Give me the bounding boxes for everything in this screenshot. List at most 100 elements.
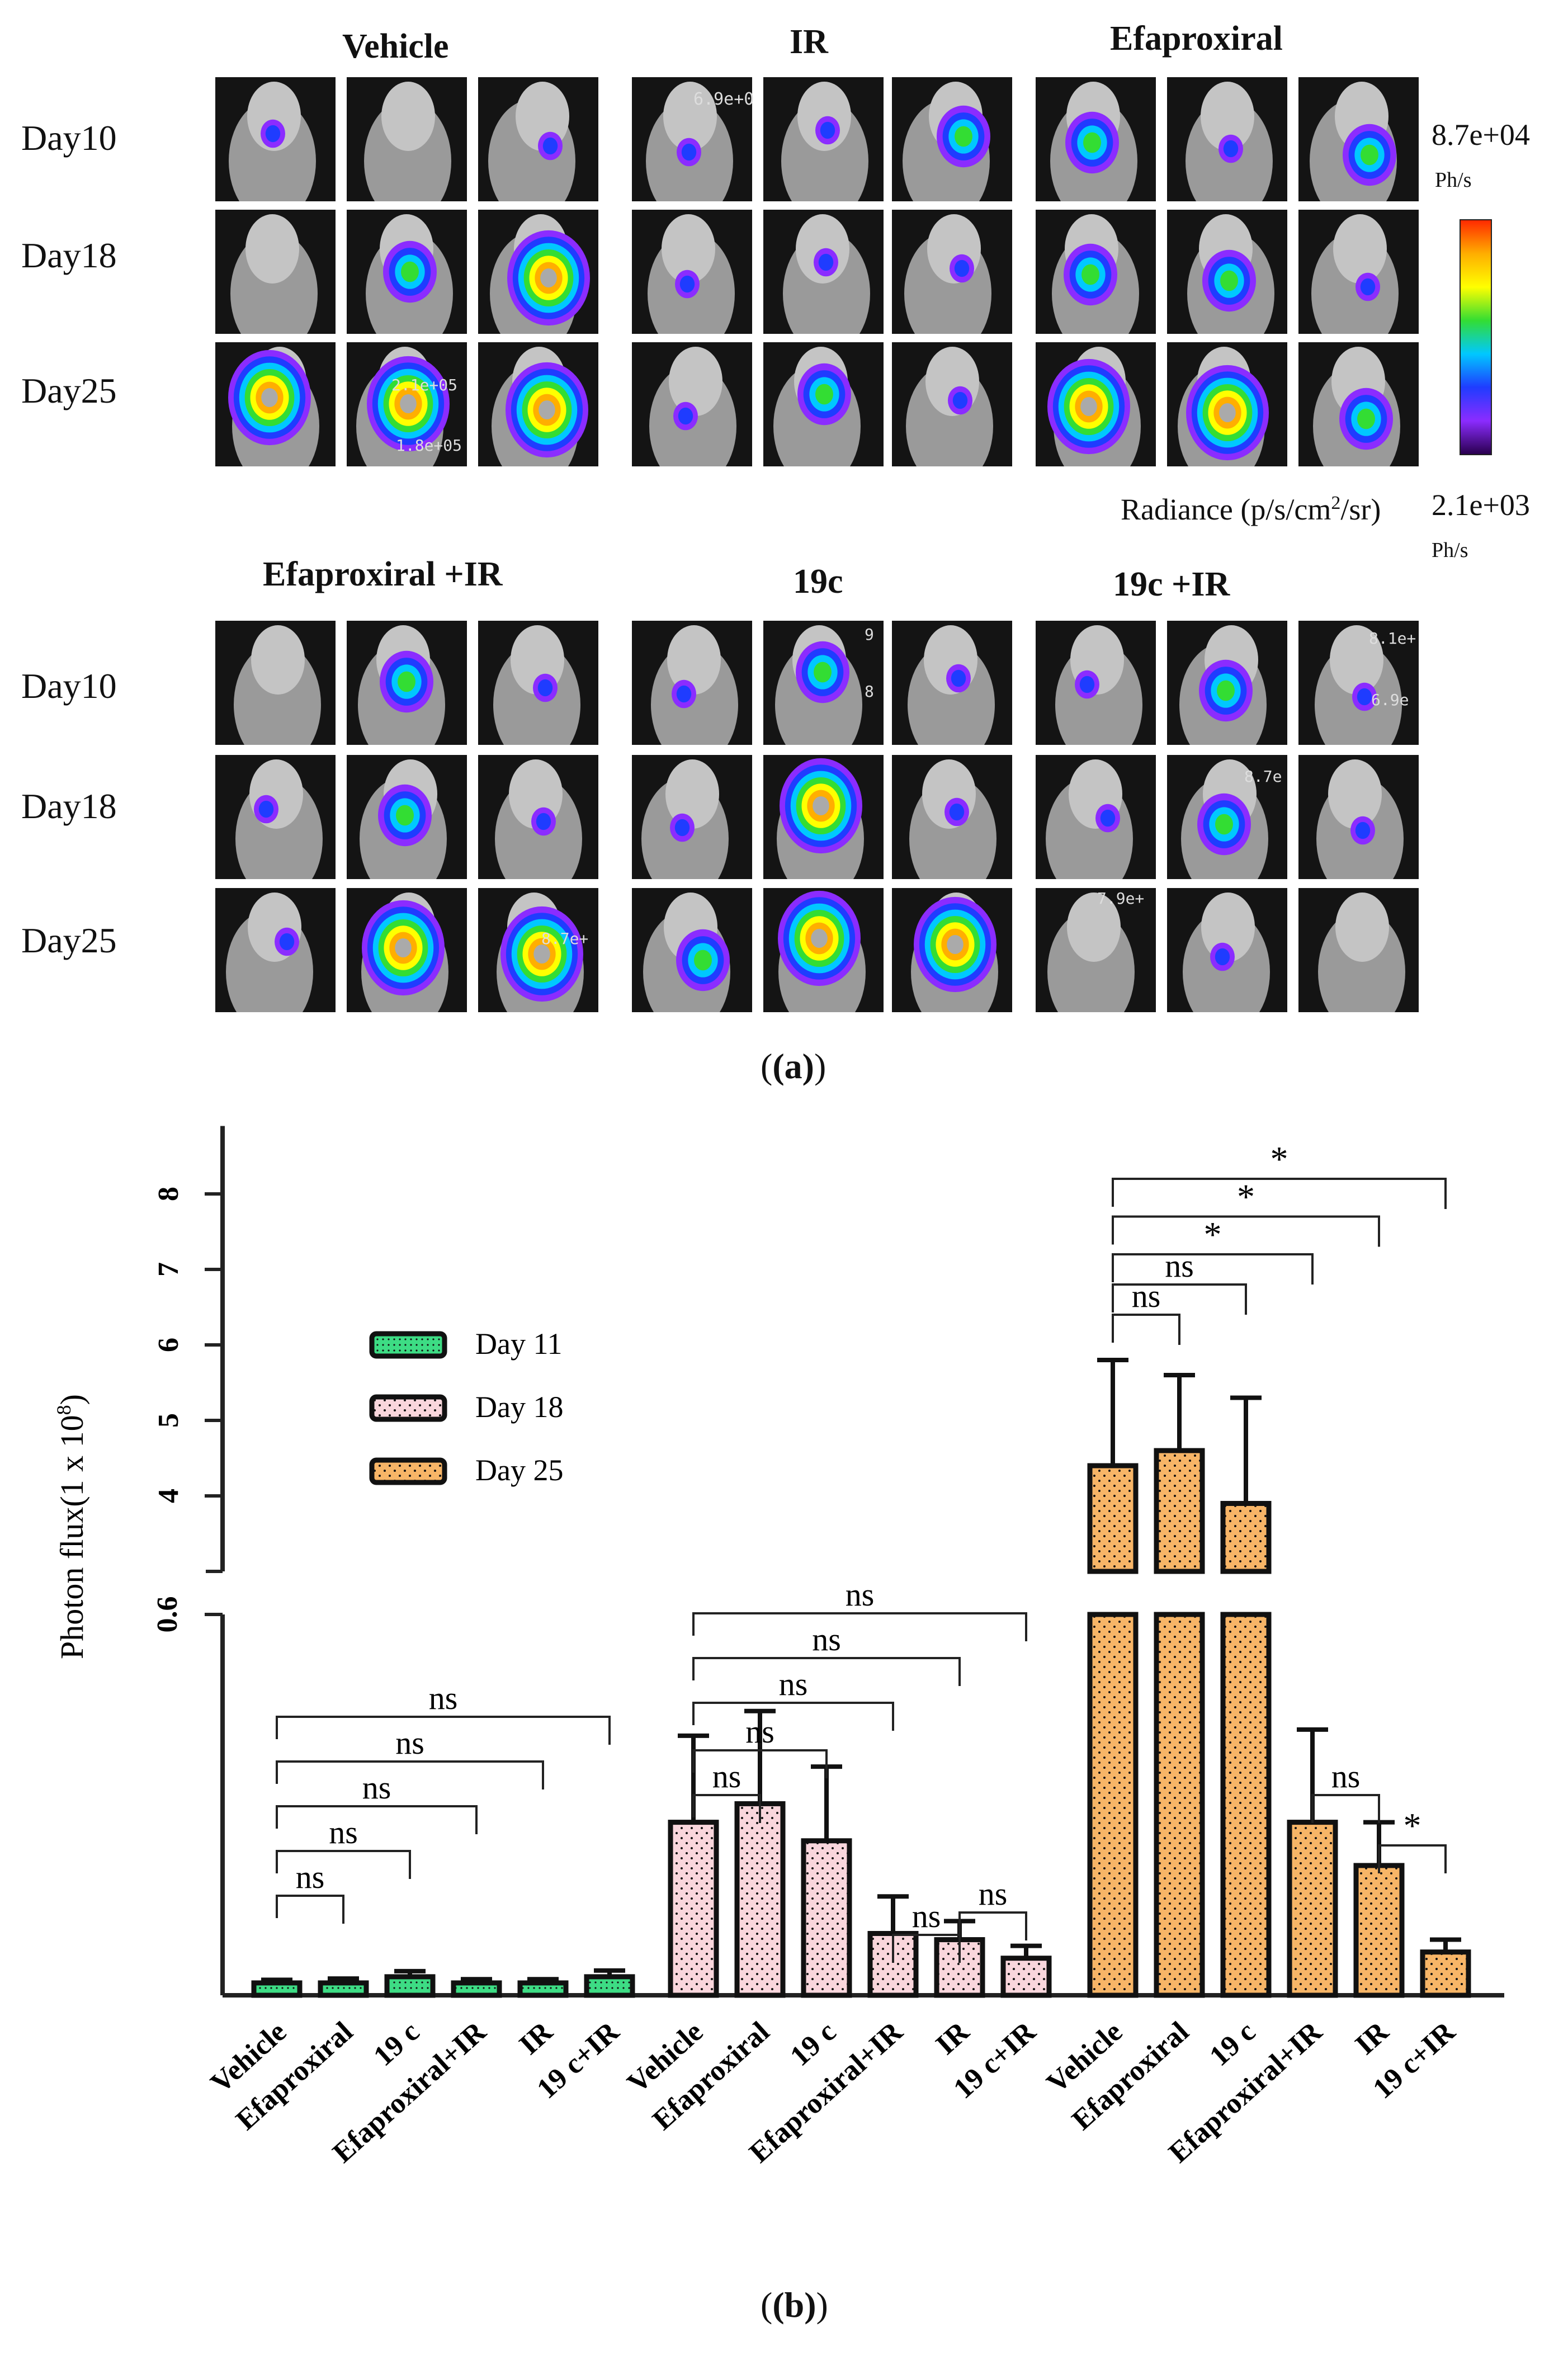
mouse-image-tile (763, 77, 884, 201)
significance-bracket (692, 1749, 828, 1778)
mouse-image-tile (1167, 888, 1287, 1012)
bioluminescence-signal (400, 394, 417, 414)
significance-label: ns (296, 1859, 325, 1895)
bioluminescence-signal (1217, 680, 1235, 701)
legend-label: Day 25 (475, 1453, 563, 1487)
bioluminescence-signal (1223, 140, 1239, 158)
bar (1220, 1612, 1272, 1998)
significance-bracket (276, 1805, 478, 1834)
mouse-image-tile (215, 210, 336, 334)
bioluminescence-signal (1219, 403, 1236, 423)
legend-label: Day 11 (475, 1327, 562, 1361)
tile-text-5: 8 (865, 682, 874, 701)
bioluminescence-signal (694, 950, 712, 971)
mouse-image-tile (215, 77, 336, 201)
colorbar-min-unit: Ph/s (1432, 539, 1468, 562)
significance-bracket (1112, 1253, 1314, 1285)
colorbar-title: Radiance (p/s/cm2/sr) (1121, 493, 1381, 526)
mouse-image-tile (347, 755, 467, 879)
bioluminescence-signal (1079, 676, 1095, 693)
bioluminescence-signal (811, 928, 828, 948)
bioluminescence-signal (949, 803, 965, 821)
mouse-head (1201, 82, 1254, 151)
mouse-head (1330, 625, 1383, 695)
mouse-image-tile (1036, 210, 1156, 334)
significance-label: * (1404, 1806, 1421, 1845)
mouse-image-tile (763, 342, 884, 466)
significance-bracket (1112, 1283, 1247, 1315)
colorbar-min-value: 2.1e+03 (1432, 488, 1530, 522)
mouse-head (1328, 759, 1382, 829)
significance-bracket (276, 1760, 544, 1789)
significance-bracket (1112, 1178, 1447, 1209)
bioluminescence-signal (396, 805, 414, 826)
mouse-image-tile (1167, 77, 1287, 201)
bioluminescence-signal (952, 391, 968, 409)
significance-label: ns (812, 1621, 841, 1658)
mouse-head (381, 82, 435, 151)
significance-bracket (692, 1612, 1027, 1641)
bar (1287, 1820, 1338, 1998)
bioluminescence-signal (539, 400, 555, 420)
mouse-image-tile (1036, 342, 1156, 466)
significance-bracket (1112, 1314, 1180, 1345)
mouse-image-tile (347, 621, 467, 745)
group-title-vehicle: Vehicle (342, 27, 449, 65)
significance-label: ns (1331, 1758, 1361, 1795)
bioluminescence-signal (681, 143, 697, 161)
colorbar-max-unit: Ph/s (1435, 168, 1472, 192)
mouse-image-tile (892, 342, 1012, 466)
mouse-head (1067, 893, 1121, 962)
mouse-image-tile (1298, 342, 1419, 466)
bar-upper-segment (1154, 1448, 1205, 1574)
bioluminescence-signal (401, 261, 419, 282)
significance-label: ns (1132, 1278, 1161, 1314)
bioluminescence-signal (261, 388, 278, 408)
significance-label: ns (329, 1814, 358, 1850)
mouse-image-tile (632, 210, 752, 334)
bioluminescence-signal (1083, 132, 1101, 153)
y-tick-label-upper: 8 (153, 1187, 185, 1201)
x-tick-label: IR (513, 2015, 559, 2061)
bar (1353, 1863, 1405, 1998)
bioluminescence-signal (1081, 264, 1099, 285)
mouse-head (1201, 893, 1255, 962)
mouse-image-tile (1167, 342, 1287, 466)
significance-bracket (958, 1911, 1027, 1940)
mouse-image-tile (1298, 755, 1419, 879)
bar (1420, 1949, 1471, 1998)
mouse-image-tile (347, 888, 467, 1012)
significance-label: ns (912, 1898, 941, 1934)
day-label-18-top: Day18 (21, 235, 117, 275)
significance-bracket (692, 1657, 961, 1686)
bioluminescence-signal (678, 407, 693, 425)
mouse-image-tile (1036, 621, 1156, 745)
group-title-efaproxiral: Efaproxiral (1110, 20, 1283, 58)
mouse-image-tile (632, 621, 752, 745)
mouse-head (663, 82, 717, 151)
mouse-head (662, 214, 715, 284)
legend-swatch (369, 1331, 447, 1359)
mouse-image-tile (478, 77, 598, 201)
bioluminescence-signal (1100, 809, 1116, 827)
bioluminescence-signal (542, 137, 558, 155)
significance-bracket (1112, 1215, 1380, 1247)
tile-text-8: 8.7e (1244, 767, 1282, 786)
mouse-image-tile (347, 77, 467, 201)
bioluminescence-signal (813, 796, 829, 816)
significance-label: ns (745, 1713, 774, 1750)
bioluminescence-signal (674, 819, 690, 837)
significance-label: ns (395, 1725, 424, 1761)
bioluminescence-signal (1357, 408, 1375, 429)
bioluminescence-signal (1357, 688, 1372, 706)
y-tick-label-lower: 0.6 (152, 1597, 183, 1633)
mouse-image-tile (478, 210, 598, 334)
caption-a: ((a)) (761, 1046, 826, 1086)
day-label-25-top: Day25 (21, 371, 117, 410)
day-label-10-bottom: Day10 (21, 666, 117, 706)
mouse-image-tile (632, 888, 752, 1012)
tile-text-10: 7.9e+ (1097, 889, 1145, 908)
mouse-image-tile (763, 210, 884, 334)
bar (251, 1980, 303, 1998)
bioluminescence-signal (537, 679, 553, 697)
